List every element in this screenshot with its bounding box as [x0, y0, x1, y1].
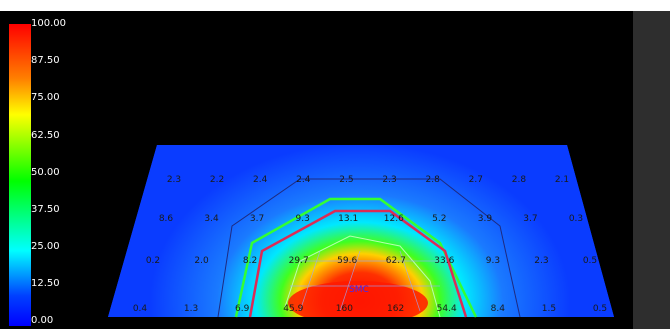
grid-value-label: 8.2	[243, 256, 257, 266]
grid-value-label: 0.5	[593, 304, 607, 314]
grid-value-label: 45.9	[283, 304, 303, 314]
grid-value-label: 160	[336, 304, 353, 314]
grid-value-label: 6.9	[235, 304, 250, 314]
grid-value-label: 0.4	[133, 304, 148, 314]
grid-value-label: 2.3	[382, 175, 396, 185]
grid-value-label: 9.3	[296, 214, 310, 224]
grid-value-label: 2.4	[253, 175, 268, 185]
grid-value-label: 3.9	[478, 214, 493, 224]
grid-value-label: 33.6	[434, 256, 454, 266]
grid-value-label: 2.7	[469, 175, 483, 185]
grid-value-label: 2.3	[534, 256, 548, 266]
grid-value-label: 2.8	[512, 175, 527, 185]
grid-value-label: 2.2	[210, 175, 224, 185]
grid-value-label: 54.4	[437, 304, 457, 314]
grid-value-label: 0.3	[569, 214, 583, 224]
grid-value-label: 2.5	[339, 175, 353, 185]
grid-value-label: 2.0	[194, 256, 209, 266]
grid-value-label: 5.2	[432, 214, 446, 224]
grid-value-label: 1.3	[184, 304, 198, 314]
grid-value-label: 62.7	[386, 256, 406, 266]
grid-value-label: 59.6	[337, 256, 357, 266]
grid-value-label: 3.7	[523, 214, 537, 224]
grid-value-label: 2.3	[167, 175, 181, 185]
heatmap-plane: 2.3 2.2 2.4 2.4 2.5 2.3 2.8 2.7 2.8 2.1 8.6 3.4 3.7 9…	[0, 11, 633, 329]
center-marker: SMC	[349, 285, 369, 295]
grid-value-label: 3.7	[250, 214, 264, 224]
grid-value-label: 3.4	[204, 214, 219, 224]
grid-value-label: 1.5	[542, 304, 556, 314]
grid-value-label: 12.6	[384, 214, 404, 224]
grid-value-label: 0.2	[146, 256, 160, 266]
grid-value-label: 2.8	[426, 175, 441, 185]
grid-value-label: 2.1	[555, 175, 569, 185]
grid-value-label: 162	[387, 304, 404, 314]
grid-value-label: 29.7	[289, 256, 309, 266]
grid-value-label: 9.3	[486, 256, 500, 266]
grid-value-label: 13.1	[338, 214, 358, 224]
grid-value-label: 0.5	[583, 256, 597, 266]
render-canvas[interactable]: 100.00 87.50 75.00 62.50 50.00 37.50 25.…	[0, 11, 633, 329]
grid-value-label: 8.4	[491, 304, 506, 314]
grid-value-label: 8.6	[159, 214, 174, 224]
grid-value-label: 2.4	[296, 175, 311, 185]
side-panel	[633, 11, 670, 329]
